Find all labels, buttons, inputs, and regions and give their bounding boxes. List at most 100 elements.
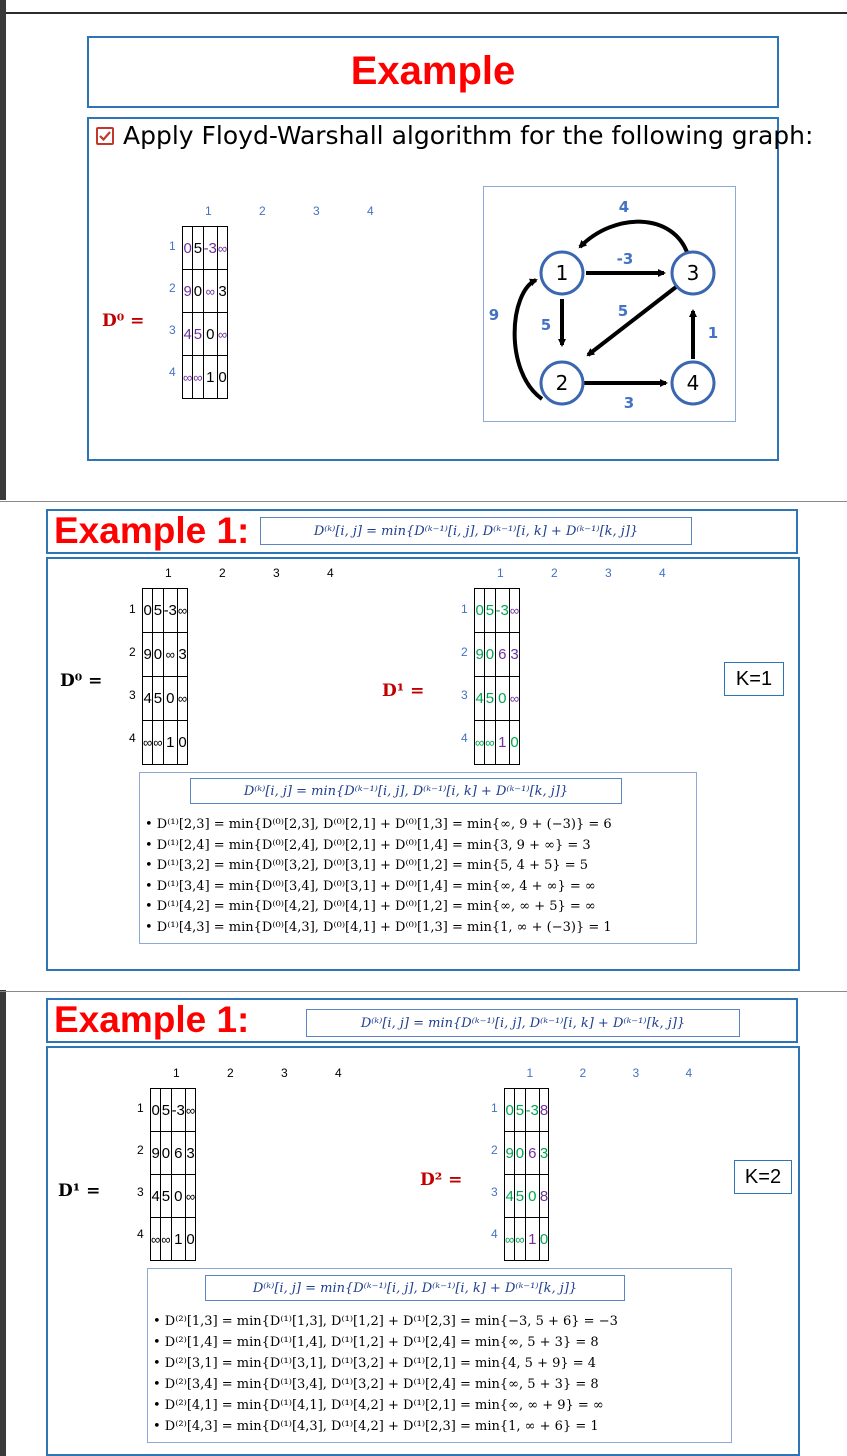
slide-separator [0,501,847,502]
weight-2-1: 9 [489,306,499,324]
matrix-table: 0 5 -3 ∞ 9 0 ∞ 3 4 5 0 ∞ ∞ ∞ 1 0 [181,226,229,399]
k1-badge: K=1 [724,662,784,696]
matrix-cell: ∞ [160,1217,172,1261]
slide3-header-box: Example 1: D⁽ᵏ⁾[i, j] = min{D⁽ᵏ⁻¹⁾[i, j]… [46,998,798,1043]
weight-3-1: 4 [619,198,629,216]
matrix-col-label: 2 [259,204,266,218]
matrix-cell: 0 [473,588,486,633]
step-line: • D⁽²⁾[4,1] = min{D⁽¹⁾[4,1], D⁽¹⁾[4,2] +… [153,1398,604,1413]
matrix-cell: 9 [503,1131,516,1175]
step-line: • D⁽¹⁾[3,2] = min{D⁽⁰⁾[3,2], D⁽⁰⁾[3,1] +… [145,858,589,873]
matrix-cell: ∞ [503,1217,516,1261]
matrix-col-label: 1 [526,1066,534,1080]
matrix-row-label: 1 [169,239,176,253]
slide3-left-label: D¹ = [58,1181,101,1201]
matrix-cell: 4 [473,676,486,721]
slide3-content-box [46,1046,800,1456]
matrix-col-label: 4 [367,204,374,218]
matrix-cell: ∞ [192,355,204,399]
graph-node [539,360,585,406]
edge-3-2 [586,285,678,357]
matrix-row-label: 2 [169,281,176,295]
step-line: • D⁽²⁾[1,4] = min{D⁽¹⁾[1,4], D⁽¹⁾[1,2] +… [153,1335,599,1350]
slide1-title-box: Example [87,36,779,108]
matrix-col-label: 3 [281,1066,288,1080]
slide2-right-label: D¹ = [382,681,425,701]
matrix-cell: ∞ [508,676,521,721]
matrix-cell: 6 [494,632,510,677]
node-label-3: 3 [687,261,700,285]
matrix-cell: 8 [538,1088,550,1132]
matrix-cell: 6 [170,1131,186,1175]
step-line: • D⁽²⁾[1,3] = min{D⁽¹⁾[1,3], D⁽¹⁾[1,2] +… [153,1314,618,1329]
matrix-cell: 5 [514,1088,526,1132]
matrix-cell: 3 [216,269,229,313]
matrix-cell: 9 [181,269,194,313]
step-line: • D⁽¹⁾[2,3] = min{D⁽⁰⁾[2,3], D⁽⁰⁾[2,1] +… [145,817,612,832]
matrix-col-label: 1 [173,1066,180,1080]
matrix-cell: 5 [152,588,164,633]
matrix-cell: 0 [152,632,164,677]
matrix-cell: ∞ [216,312,229,356]
matrix-table: 0 5 -3 8 9 0 6 3 4 5 0 8 ∞ ∞ 1 0 [503,1088,550,1261]
matrix-cell: 1 [494,720,510,765]
matrix-col-label: 4 [659,566,666,580]
graph-node [670,250,716,296]
matrix-cell: ∞ [473,720,486,765]
matrix-cell: ∞ [184,1088,197,1132]
graph-panel: 1 3 2 4 4 -3 9 5 5 1 3 [483,186,736,422]
matrix-cell: 6 [524,1131,540,1175]
node-label-2: 2 [556,371,569,395]
matrix-row-label: 3 [137,1185,144,1199]
matrix-cell: 3 [176,632,189,677]
matrix-cell: ∞ [141,720,154,765]
node-label-4: 4 [687,371,700,395]
matrix-col-label: 1 [205,204,212,218]
matrix-cell: 0 [141,588,154,633]
matrix-row-label: 3 [461,687,468,702]
matrix-row-label: 4 [169,365,176,379]
left-edge-bar [0,0,6,500]
matrix-cell: 1 [524,1217,540,1261]
matrix-row-label: 1 [491,1101,498,1115]
matrix-cell: 5 [160,1088,172,1132]
weight-1-3: -3 [617,250,634,268]
slide2-header-box: Example 1: D⁽ᵏ⁾[i, j] = min{D⁽ᵏ⁻¹⁾[i, j]… [46,509,798,554]
matrix-cell: 9 [149,1131,162,1175]
matrix-cell: 5 [484,588,496,633]
d0-label: D⁰ = [102,311,145,331]
node-label-1: 1 [556,261,569,285]
slide1-title: Example [350,49,516,93]
matrix-cell: ∞ [176,588,189,633]
step-line: • D⁽¹⁾[4,3] = min{D⁽⁰⁾[4,3], D⁽⁰⁾[4,1] +… [145,919,612,935]
weight-1-2: 5 [541,316,551,334]
matrix-col-label: 4 [327,566,334,580]
matrix-row-label: 4 [137,1227,144,1241]
matrix-col-label: 1 [165,566,172,580]
matrix-cell: 0 [508,720,521,765]
matrix-row-label: 2 [461,644,468,659]
slide2-left-label: D⁰ = [60,671,103,691]
matrix-col-label: 2 [579,1066,587,1080]
matrix-cell: -3 [170,1088,186,1132]
matrix-cell: ∞ [514,1217,526,1261]
weight-3-2: 5 [618,302,628,320]
matrix-col-label: 2 [219,566,226,580]
matrix-row-label: 1 [461,601,468,616]
step-line: • D⁽²⁾[3,1] = min{D⁽¹⁾[3,1], D⁽¹⁾[3,2] +… [153,1356,597,1371]
step-line: • D⁽²⁾[4,3] = min{D⁽¹⁾[4,3], D⁽¹⁾[4,2] +… [153,1419,599,1434]
matrix-cell: 0 [538,1217,550,1261]
matrix-cell: -3 [162,588,178,633]
matrix-cell: 0 [494,676,510,721]
matrix-cell: 0 [484,632,496,677]
matrix-row-label: 1 [137,1101,144,1115]
matrix-cell: -3 [494,588,510,633]
matrix-cell: 9 [473,632,486,677]
slide3-right-label: D² = [420,1170,463,1190]
matrix-cell: 4 [181,312,194,356]
matrix-row-label: 2 [491,1143,498,1157]
matrix-col-label: 3 [632,1066,640,1080]
slide2-steps-box [139,772,697,944]
slide3-steps-box [147,1268,732,1443]
matrix-cell: 1 [202,355,218,399]
